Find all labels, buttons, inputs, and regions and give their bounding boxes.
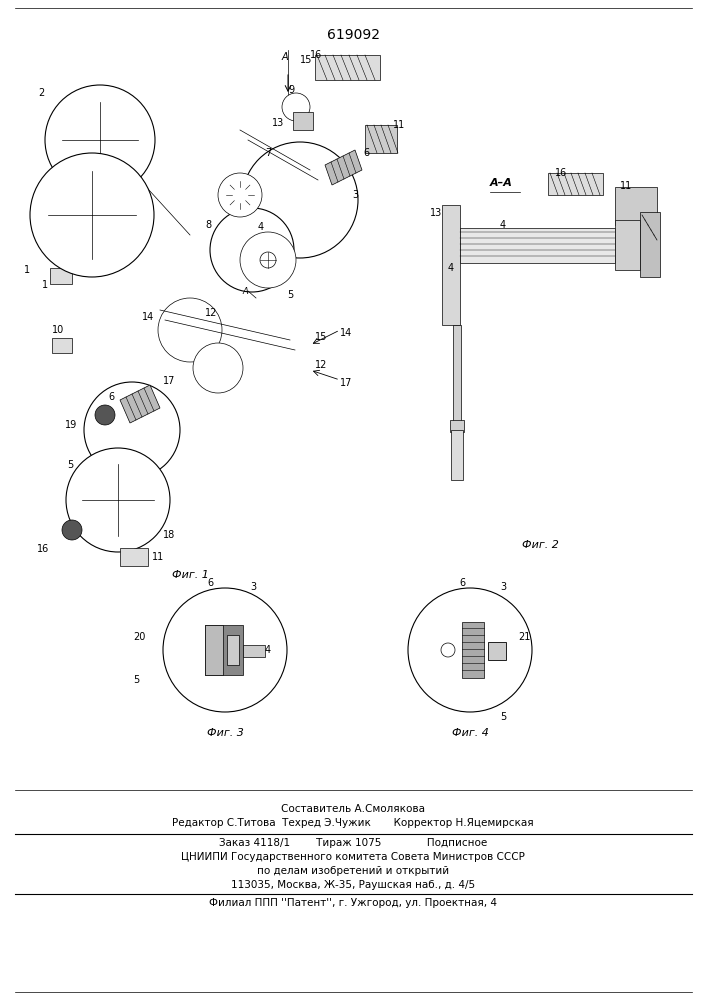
Text: 16: 16 (37, 544, 49, 554)
Text: 3: 3 (352, 190, 358, 200)
Text: 16: 16 (310, 50, 322, 60)
Text: 113035, Москва, Ж-35, Раушская наб., д. 4/5: 113035, Москва, Ж-35, Раушская наб., д. … (231, 880, 475, 890)
Text: 4: 4 (500, 220, 506, 230)
Circle shape (441, 643, 455, 657)
Text: 4: 4 (448, 263, 454, 273)
Text: 11: 11 (393, 120, 405, 130)
Text: Заказ 4118/1        Тираж 1075              Подписное: Заказ 4118/1 Тираж 1075 Подписное (219, 838, 487, 848)
Text: 4: 4 (265, 645, 271, 655)
Text: 15: 15 (300, 55, 312, 65)
Text: 11: 11 (620, 181, 632, 191)
Text: 6: 6 (108, 392, 114, 402)
Text: Редактор С.Титова  Техред Э.Чужик       Корректор Н.Яцемирская: Редактор С.Титова Техред Э.Чужик Коррект… (173, 818, 534, 828)
Text: 19: 19 (65, 420, 77, 430)
Bar (50, 268, 72, 284)
Bar (451, 430, 463, 480)
Text: 13: 13 (430, 208, 443, 218)
Circle shape (260, 252, 276, 268)
Circle shape (158, 298, 222, 362)
Bar (243, 645, 265, 657)
Text: 6: 6 (207, 578, 213, 588)
Bar (453, 325, 461, 425)
Text: A: A (242, 287, 247, 296)
Text: 4: 4 (258, 222, 264, 232)
Text: 18: 18 (163, 530, 175, 540)
Text: ЦНИИПИ Государственного комитета Совета Министров СССР: ЦНИИПИ Государственного комитета Совета … (181, 852, 525, 862)
Text: Филиал ППП ''Патент'', г. Ужгород, ул. Проектная, 4: Филиал ППП ''Патент'', г. Ужгород, ул. П… (209, 898, 497, 908)
Circle shape (95, 405, 115, 425)
Bar (548, 173, 603, 195)
Circle shape (408, 588, 532, 712)
Bar (615, 220, 640, 270)
Text: по делам изобретений и открытий: по делам изобретений и открытий (257, 866, 449, 876)
Text: 8: 8 (205, 220, 211, 230)
Circle shape (242, 142, 358, 258)
Bar (227, 635, 239, 665)
Text: 619092: 619092 (327, 28, 380, 42)
Text: 13: 13 (272, 118, 284, 128)
Circle shape (45, 85, 155, 195)
Bar (52, 338, 72, 353)
Circle shape (218, 173, 262, 217)
Text: 6: 6 (459, 578, 465, 588)
Bar (488, 642, 506, 660)
Text: 16: 16 (555, 168, 567, 178)
Text: А–А: А–А (490, 178, 513, 188)
Circle shape (163, 588, 287, 712)
Polygon shape (120, 385, 160, 423)
Text: 7: 7 (265, 148, 271, 158)
Circle shape (62, 520, 82, 540)
Bar (640, 212, 660, 277)
Bar (205, 625, 223, 675)
Bar (450, 420, 464, 432)
Text: 17: 17 (340, 378, 352, 388)
Text: Составитель А.Смолякова: Составитель А.Смолякова (281, 804, 425, 814)
Text: Фиг. 2: Фиг. 2 (522, 540, 559, 550)
Text: 1: 1 (24, 265, 30, 275)
Text: 3: 3 (250, 582, 256, 592)
Text: Фиг. 3: Фиг. 3 (206, 728, 243, 738)
Text: 11: 11 (152, 552, 164, 562)
Text: 15: 15 (315, 332, 327, 342)
Text: A: A (282, 52, 288, 62)
Text: 14: 14 (340, 328, 352, 338)
Circle shape (240, 232, 296, 288)
Bar (205, 625, 243, 675)
Text: Фиг. 4: Фиг. 4 (452, 728, 489, 738)
Text: 20: 20 (133, 632, 146, 642)
Text: 17: 17 (163, 376, 175, 386)
Circle shape (193, 343, 243, 393)
Text: 21: 21 (518, 632, 530, 642)
Text: 14: 14 (142, 312, 154, 322)
Text: 5: 5 (287, 290, 293, 300)
Circle shape (210, 208, 294, 292)
Text: 12: 12 (315, 360, 327, 370)
Text: 12: 12 (205, 308, 217, 318)
Text: 1: 1 (42, 280, 48, 290)
Circle shape (66, 448, 170, 552)
Bar (293, 112, 313, 130)
Circle shape (84, 382, 180, 478)
Circle shape (30, 153, 154, 277)
Text: 2: 2 (38, 88, 45, 98)
Text: Фиг. 1: Фиг. 1 (172, 570, 209, 580)
Bar (462, 622, 484, 678)
Bar (315, 55, 380, 80)
Text: 9: 9 (288, 85, 294, 95)
Circle shape (282, 93, 310, 121)
Text: 6: 6 (363, 148, 369, 158)
Bar (615, 187, 657, 225)
Polygon shape (325, 150, 362, 185)
Bar (120, 548, 148, 566)
Text: 10: 10 (52, 325, 64, 335)
Text: 5: 5 (500, 712, 506, 722)
Bar (365, 125, 397, 153)
Text: 5: 5 (67, 460, 74, 470)
Text: 5: 5 (133, 675, 139, 685)
Bar (442, 205, 460, 325)
Bar (460, 228, 615, 263)
Text: 3: 3 (500, 582, 506, 592)
